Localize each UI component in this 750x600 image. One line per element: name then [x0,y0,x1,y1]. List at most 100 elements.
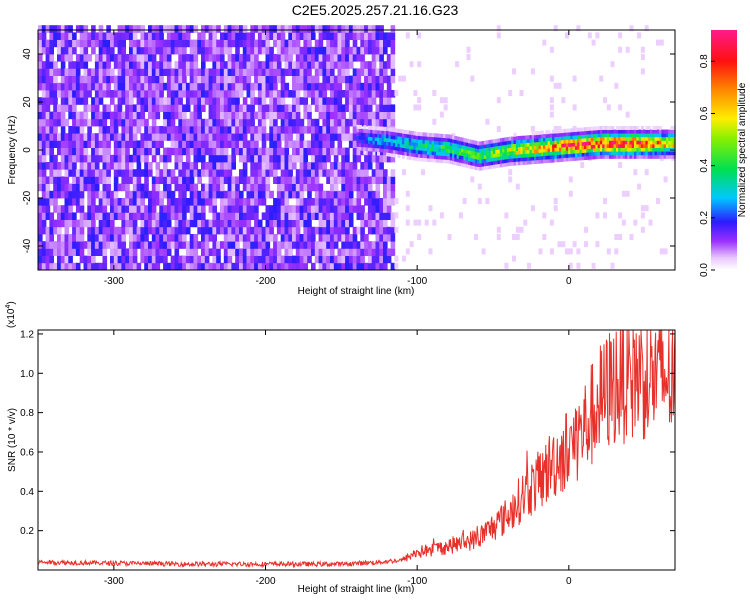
spectrogram-cell [367,32,373,40]
spectrogram-cell [307,226,312,235]
spectrogram-cell [364,176,369,184]
spectrogram-cell [621,219,626,226]
spectrogram-cell [254,255,259,264]
spectrogram-cell [64,46,70,55]
spectrogram-cell [468,146,471,151]
spectrogram-cell [356,190,362,199]
spectrogram-cell [144,162,149,170]
spectrogram-cell [273,234,278,242]
spectrogram-cell [117,205,123,213]
spectrogram-cell [395,142,399,147]
spectrogram-cell [371,154,377,163]
spectrogram-cell [499,141,503,146]
spectrogram-cell [83,32,89,40]
spectrogram-cell [668,151,672,156]
spectrogram-cell [193,90,199,98]
spectrogram-cell [159,75,164,84]
spectrogram-cell [647,140,651,145]
spectrogram-cell [216,176,221,184]
spectrogram-cell [132,248,138,256]
spectrogram-cell [314,140,320,148]
spectrogram-cell [330,226,335,235]
spectrogram-cell [60,162,66,170]
spectrogram-cell [68,97,73,105]
spectrogram-cell [144,75,149,84]
spectrogram-cell [474,148,478,153]
spectrogram-cell [254,39,259,48]
spectrogram-cell [257,104,263,112]
spectrogram-cell [299,190,305,199]
spectrogram-cell [49,118,54,127]
spectrogram-cell [529,142,533,147]
spectrogram-cell [83,176,89,184]
spectrogram-cell [72,82,77,91]
spectrogram-cell [193,212,199,220]
spectrogram-cell [79,198,85,206]
spectrogram-cell [121,46,126,55]
spectrogram-cell [524,135,528,140]
spectrogram-cell [273,219,278,228]
spectrogram-cell [98,248,104,256]
spectrogram-cell [91,248,96,256]
spectrogram-cell [590,130,594,135]
spectrogram-cell [223,126,229,134]
spectrogram-cell [330,118,335,127]
spectrogram-cell [144,241,149,249]
spectrogram-cell [318,126,324,134]
spectrogram-cell [364,46,369,55]
spectrogram-cell [163,97,168,105]
spectrogram-cell [337,162,343,170]
spectrogram-cell [360,32,365,40]
spectrogram-cell [379,198,384,206]
spectrogram-cell [250,54,255,62]
spectrogram-y-tick-label: -20 [22,190,33,205]
spectrogram-cell [239,234,244,242]
spectrogram-cell [638,136,642,141]
colorbar-tick-label: 0.0 [699,263,710,277]
spectrogram-cell [189,241,195,249]
spectrogram-cell [110,90,115,98]
spectrogram-cell [94,118,100,127]
spectrogram-cell [402,75,406,82]
spectrogram-cell [390,25,396,33]
spectrogram-cell [72,140,77,148]
spectrogram-cell [189,212,195,220]
spectrogram-cell [360,241,365,249]
spectrogram-cell [568,128,572,133]
spectrogram-cell [276,126,282,134]
spectrogram-cell [38,205,43,213]
spectrogram-cell [151,75,157,84]
spectrogram-cell [609,144,612,148]
spectrogram-cell [72,183,77,192]
spectrogram-cell [144,126,149,134]
spectrogram-cell [208,262,214,271]
spectrogram-cell [490,154,494,158]
spectrogram-cell [303,104,308,112]
spectrogram-cell [386,176,392,184]
spectrogram-cell [163,183,168,192]
spectrogram-cell [549,151,553,156]
spectrogram-cell [250,212,255,220]
spectrogram-cell [672,144,676,148]
spectrogram-cell [208,162,214,170]
spectrogram-cell [132,140,138,148]
spectrogram-cell [371,198,377,206]
spectrogram-cell [454,157,458,162]
spectrogram-cell [148,226,153,235]
spectrogram-cell [545,151,549,156]
spectrogram-cell [364,147,369,156]
spectrogram-cell [404,137,408,142]
spectrogram-cell [166,183,172,192]
spectrogram-cell [231,205,236,213]
spectrogram-cell [151,97,157,105]
spectrogram-cell [163,176,168,184]
spectrogram-cell [239,205,244,213]
spectrogram-cell [337,176,343,184]
spectrogram-cell [348,90,354,98]
spectrogram-cell [375,25,381,33]
spectrogram-cell [60,140,66,148]
spectrogram-cell [652,140,656,145]
spectrogram-cell [345,219,350,228]
spectrogram-cell [64,68,70,76]
spectrogram-cell [178,219,183,228]
